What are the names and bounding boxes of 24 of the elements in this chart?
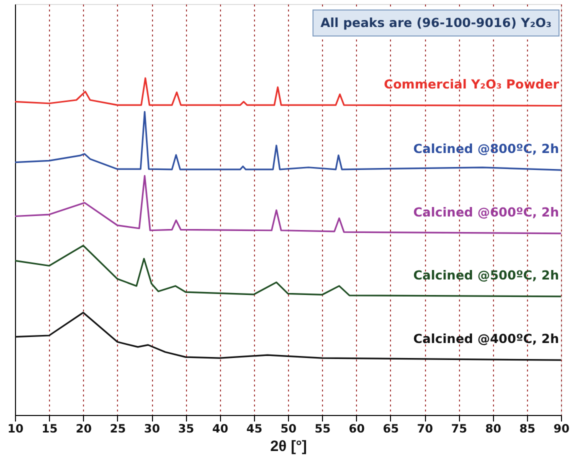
series-label: Commercial Y₂O₃ Powder	[384, 76, 560, 92]
x-tick-label: 50	[280, 422, 297, 436]
x-tick-label: 80	[485, 422, 502, 436]
x-tick-label: 10	[7, 422, 24, 436]
x-tick-label: 90	[553, 422, 570, 436]
series-label: Calcined @500ºC, 2h	[413, 267, 559, 282]
x-tick-label: 35	[178, 422, 194, 436]
x-tick-label: 75	[451, 422, 468, 436]
x-tick-label: 30	[144, 422, 160, 436]
x-tick-label: 60	[348, 422, 365, 436]
text: All peaks are (96-100-9016) Y₂O₃	[320, 15, 552, 30]
x-tick-label: 45	[246, 422, 262, 436]
x-tick-label: 25	[110, 422, 126, 436]
series-label: Calcined @800ºC, 2h	[413, 141, 559, 156]
x-tick-label: 20	[76, 422, 92, 436]
x-tick-label: 15	[42, 422, 58, 436]
x-tick-label: 85	[519, 422, 536, 436]
series-label: Calcined @600ºC, 2h	[413, 204, 559, 220]
x-tick-label: 70	[416, 422, 434, 436]
x-tick-label: 55	[314, 422, 331, 436]
x-axis-title: 2θ [°]	[270, 438, 307, 455]
x-tick-label: 65	[382, 422, 399, 436]
x-tick-label: 40	[212, 422, 228, 436]
series-label: Calcined @400ºC, 2h	[413, 331, 559, 346]
